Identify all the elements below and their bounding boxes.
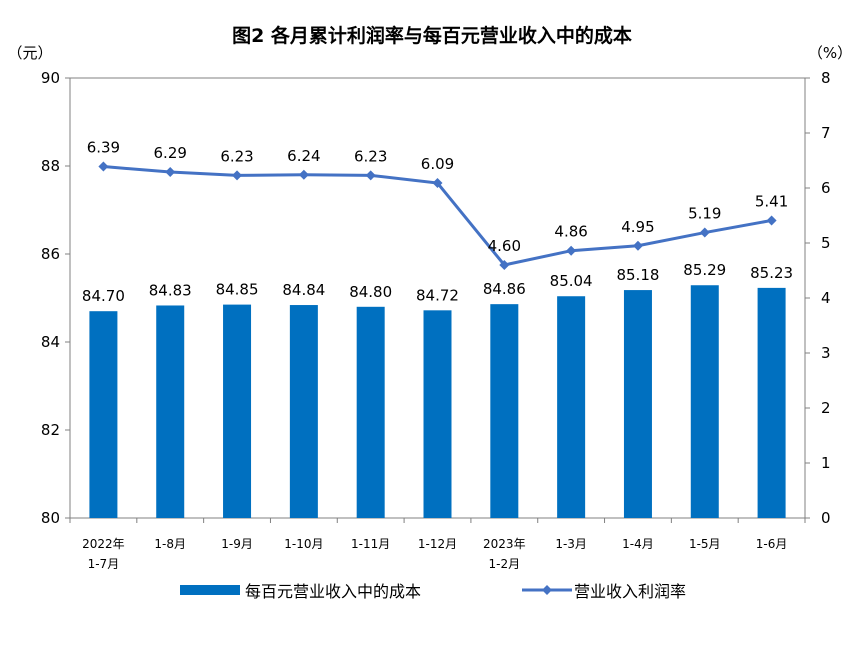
line-point [298,169,309,180]
right-axis-tick-label: 0 [821,509,831,527]
bar-data-label: 85.29 [683,261,726,279]
line-data-label: 6.29 [154,144,187,162]
bar [156,305,185,518]
bar-data-label: 84.72 [416,286,459,304]
x-axis-label: 1-8月 [154,537,186,551]
line-data-label: 4.60 [488,237,521,255]
x-axis-label: 2022年 [82,537,125,551]
bar-data-label: 84.86 [483,280,526,298]
legend-bar-label: 每百元营业收入中的成本 [245,582,421,601]
line-point [365,170,376,181]
right-axis-tick-label: 1 [821,454,831,472]
right-axis-tick-label: 2 [821,399,831,417]
bar [690,285,719,518]
x-axis-label: 1-4月 [622,537,654,551]
line-point [98,161,109,172]
right-axis-unit: （%） [808,44,852,62]
line-data-label: 4.86 [554,223,587,241]
legend-line-marker [542,585,552,595]
right-axis-tick-label: 6 [821,179,831,197]
bar [757,287,786,518]
line-point [632,240,643,251]
x-axis-label: 1-9月 [221,537,253,551]
x-axis-label: 1-7月 [88,557,120,571]
line-point [566,245,577,256]
x-axis-label: 1-3月 [555,537,587,551]
line-data-label: 6.24 [287,147,320,165]
line-point [165,167,176,178]
bar [423,310,452,518]
right-axis-tick-label: 8 [821,69,831,87]
bar [557,296,586,518]
x-axis-label: 1-5月 [689,537,721,551]
line-point [699,227,710,238]
bar-data-label: 84.70 [82,287,125,305]
bar [356,306,385,518]
line-point [499,260,510,270]
line-point [432,178,443,189]
legend: 每百元营业收入中的成本 营业收入利润率 [180,582,686,601]
x-axis-label: 1-2月 [489,557,521,571]
chart-title: 图2 各月累计利润率与每百元营业收入中的成本 [232,24,632,47]
x-axis-label: 1-6月 [756,537,788,551]
x-axis-label: 1-11月 [351,537,390,551]
line-data-label: 5.41 [755,192,788,210]
left-axis-tick-label: 90 [41,69,60,87]
line-data-label: 4.95 [621,218,654,236]
line-data-label: 6.09 [421,155,454,173]
x-axis-label: 1-12月 [418,537,457,551]
bar [623,290,652,518]
left-axis-tick-label: 86 [41,245,60,263]
line-data-label: 6.23 [354,147,387,165]
legend-line-label: 营业收入利润率 [574,582,686,601]
right-axis-tick-label: 7 [821,124,831,142]
x-axis-label: 1-10月 [284,537,323,551]
bar [490,304,519,518]
bar-data-label: 84.84 [282,281,325,299]
bar-data-label: 84.80 [349,283,392,301]
line-point [232,170,243,181]
bar-data-label: 84.83 [149,281,192,299]
right-axis-tick-label: 5 [821,234,831,252]
bar [89,311,118,518]
bar [223,304,252,518]
x-axis-label: 2023年 [483,537,526,551]
right-axis-tick-label: 4 [821,289,831,307]
left-axis-tick-label: 84 [41,333,60,351]
line-point [766,215,777,226]
line-data-label: 5.19 [688,205,721,223]
bar-data-label: 85.23 [750,264,793,282]
left-axis-tick-label: 88 [41,157,60,175]
bar-data-label: 84.85 [216,281,259,299]
right-axis-tick-label: 3 [821,344,831,362]
bar-data-label: 85.04 [550,272,593,290]
line-data-label: 6.39 [87,139,120,157]
bar-data-label: 85.18 [616,266,659,284]
legend-bar-swatch [180,585,240,595]
left-axis-tick-label: 82 [41,421,60,439]
bar [289,305,318,518]
left-axis-tick-label: 80 [41,509,60,527]
left-axis-unit: （元） [7,44,52,62]
line-data-label: 6.23 [220,147,253,165]
